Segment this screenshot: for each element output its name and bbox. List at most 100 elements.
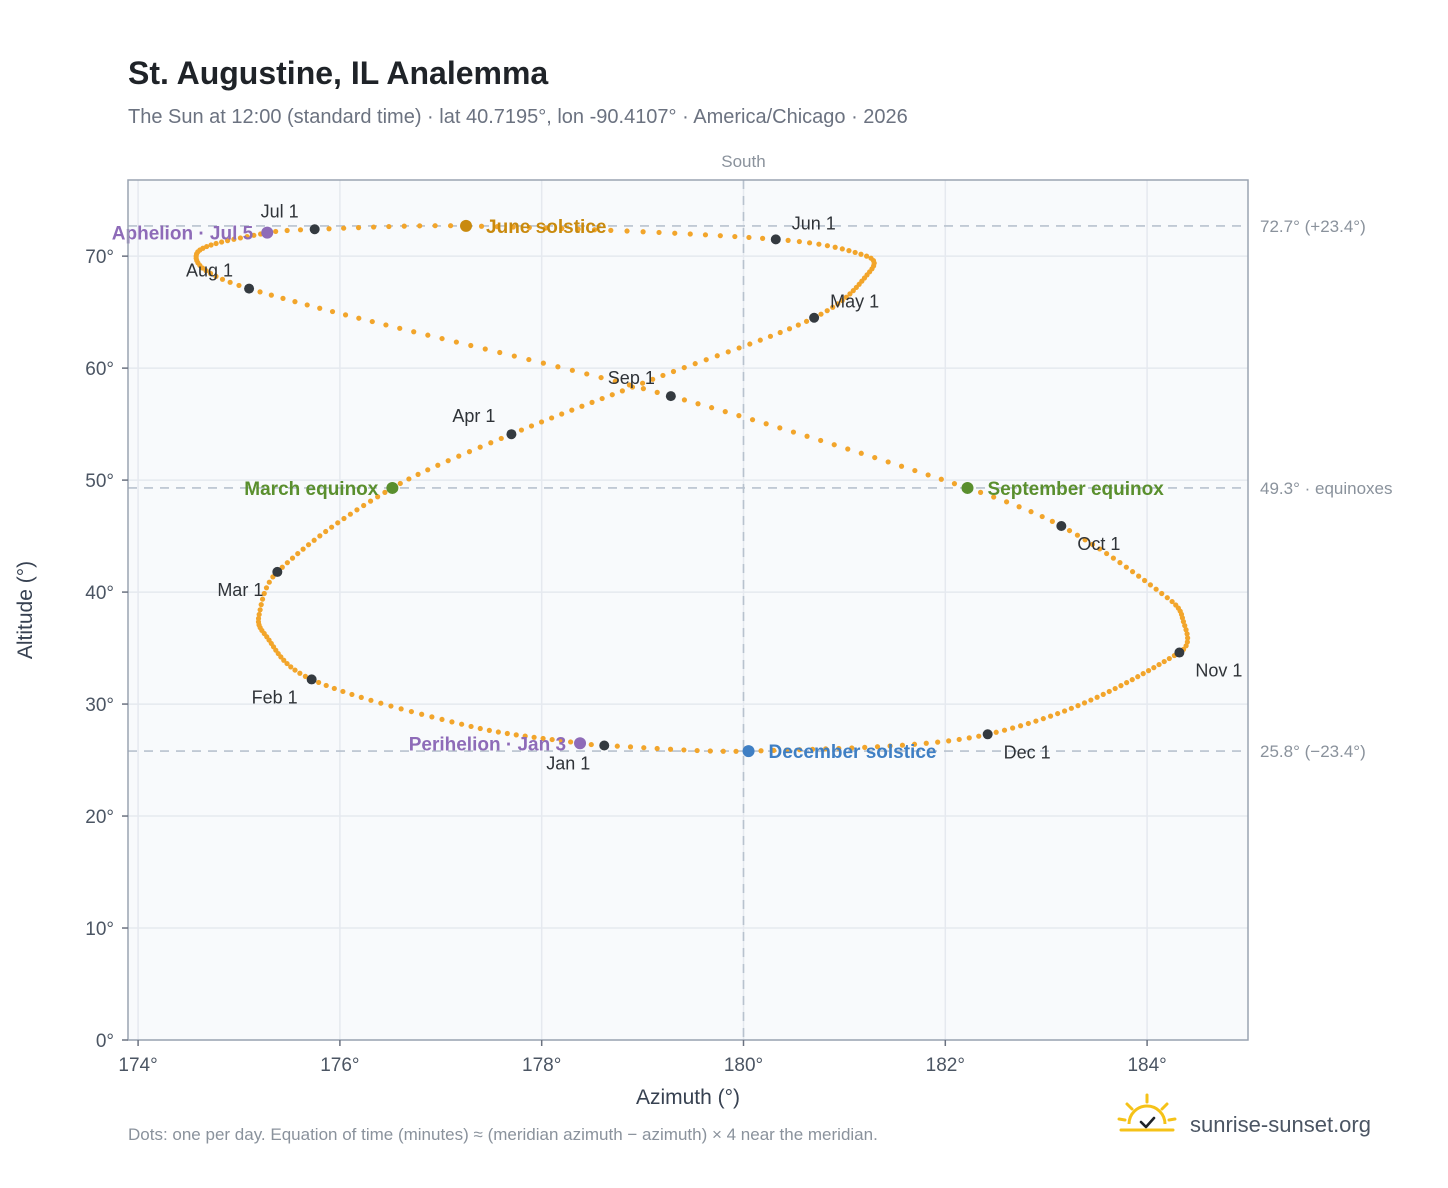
footnote: Dots: one per day. Equation of time (min… bbox=[128, 1125, 878, 1144]
event-label: March equinox bbox=[244, 479, 379, 500]
daily-dot bbox=[1082, 537, 1088, 543]
month-label: May 1 bbox=[830, 292, 879, 312]
daily-dot bbox=[763, 421, 769, 427]
daily-dot bbox=[1094, 694, 1100, 700]
daily-dot bbox=[295, 550, 301, 557]
daily-dot bbox=[608, 227, 614, 233]
daily-dot bbox=[1040, 716, 1046, 722]
daily-dot bbox=[538, 419, 545, 425]
month-label: Nov 1 bbox=[1195, 661, 1242, 681]
daily-dot bbox=[777, 425, 783, 431]
daily-dot bbox=[300, 546, 306, 552]
event-label: June solstice bbox=[486, 217, 606, 238]
daily-dot bbox=[445, 458, 451, 464]
daily-dot bbox=[375, 494, 381, 500]
daily-dot bbox=[408, 708, 414, 715]
daily-dot bbox=[558, 738, 564, 744]
daily-dot bbox=[292, 299, 298, 305]
daily-dot bbox=[749, 417, 756, 423]
daily-dot bbox=[397, 325, 403, 331]
daily-dot bbox=[868, 255, 874, 261]
daily-dot bbox=[654, 389, 660, 395]
daily-dot bbox=[758, 748, 764, 754]
reference-line-label: 49.3° · equinoxes bbox=[1260, 479, 1393, 498]
daily-dot bbox=[356, 315, 362, 321]
daily-dot bbox=[885, 459, 891, 465]
daily-dot bbox=[654, 745, 660, 752]
daily-dot bbox=[1088, 697, 1094, 703]
daily-dot bbox=[806, 240, 813, 246]
daily-dot bbox=[568, 739, 574, 745]
daily-dot bbox=[624, 228, 630, 234]
plot-frame bbox=[127, 179, 1249, 1041]
event-dot bbox=[460, 219, 473, 232]
daily-dot bbox=[425, 332, 431, 338]
daily-dot bbox=[511, 353, 517, 359]
daily-dot bbox=[213, 273, 219, 279]
daily-dot bbox=[670, 368, 677, 375]
daily-dot bbox=[281, 657, 287, 663]
daily-dot bbox=[1136, 573, 1142, 579]
daily-dot bbox=[258, 602, 264, 608]
daily-dot bbox=[219, 276, 226, 282]
daily-dot bbox=[569, 407, 575, 413]
daily-dot bbox=[796, 747, 803, 753]
daily-dot bbox=[1161, 658, 1167, 665]
daily-dot bbox=[1074, 532, 1081, 538]
daily-dot bbox=[1117, 560, 1123, 566]
daily-dot bbox=[1140, 671, 1146, 677]
daily-dot bbox=[1129, 569, 1136, 575]
daily-dot bbox=[1135, 674, 1141, 680]
daily-dot bbox=[329, 524, 335, 530]
daily-dot bbox=[1010, 725, 1016, 731]
daily-dot bbox=[367, 498, 374, 504]
event-dot bbox=[386, 481, 399, 494]
month-label: Jan 1 bbox=[546, 753, 590, 773]
daily-dot bbox=[862, 744, 868, 750]
daily-dot bbox=[810, 746, 816, 752]
daily-dot bbox=[259, 596, 266, 602]
daily-dot bbox=[341, 515, 347, 522]
sun-check-icon bbox=[1117, 1093, 1177, 1132]
daily-dot bbox=[846, 248, 852, 254]
daily-dot bbox=[284, 560, 290, 566]
month-dot bbox=[1056, 521, 1067, 532]
month-label: Jun 1 bbox=[792, 213, 836, 233]
daily-dot bbox=[672, 230, 678, 236]
daily-dot bbox=[284, 227, 290, 234]
chart-title: St. Augustine, IL Analemma bbox=[128, 55, 548, 91]
daily-dot bbox=[709, 405, 715, 411]
daily-dot bbox=[1055, 710, 1061, 717]
daily-dot bbox=[432, 223, 438, 229]
daily-dot bbox=[991, 494, 997, 500]
y-tick-label: 20° bbox=[85, 807, 114, 828]
daily-dot bbox=[466, 449, 473, 455]
daily-dot bbox=[317, 305, 323, 311]
daily-dot bbox=[874, 744, 881, 750]
daily-dot bbox=[951, 481, 958, 487]
event-label: December solstice bbox=[769, 742, 937, 763]
daily-dot bbox=[912, 467, 918, 474]
daily-dot bbox=[1182, 623, 1188, 629]
daily-dot bbox=[938, 476, 944, 482]
daily-dot bbox=[1123, 564, 1129, 570]
daily-dot bbox=[843, 294, 849, 300]
daily-dot bbox=[236, 282, 242, 289]
daily-dot bbox=[266, 579, 272, 585]
daily-dot bbox=[323, 528, 329, 535]
daily-dot bbox=[273, 228, 279, 235]
daily-dot bbox=[388, 703, 394, 709]
daily-dot bbox=[371, 224, 377, 230]
daily-dot bbox=[824, 308, 830, 314]
daily-dot bbox=[284, 660, 290, 667]
daily-dot bbox=[858, 450, 864, 456]
y-tick-label: 50° bbox=[85, 471, 114, 492]
daily-dot bbox=[732, 233, 738, 240]
daily-dot bbox=[1089, 541, 1096, 547]
month-dot bbox=[599, 740, 610, 751]
x-axis-label: Azimuth (°) bbox=[636, 1086, 740, 1109]
daily-dot bbox=[760, 235, 766, 241]
month-dot bbox=[809, 312, 820, 323]
daily-dot bbox=[383, 322, 389, 328]
daily-dot bbox=[459, 721, 465, 727]
